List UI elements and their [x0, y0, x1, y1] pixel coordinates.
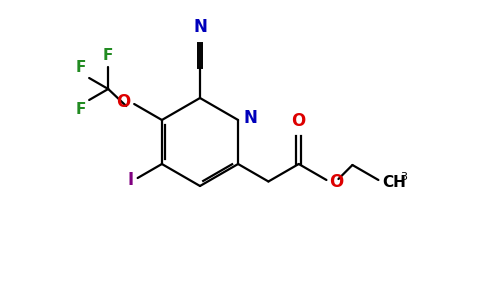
Text: O: O: [291, 112, 306, 130]
Text: I: I: [127, 171, 134, 189]
Text: O: O: [330, 173, 344, 191]
Text: F: F: [76, 102, 86, 117]
Text: O: O: [116, 93, 130, 111]
Text: 3: 3: [400, 172, 408, 182]
Text: N: N: [243, 109, 257, 127]
Text: F: F: [103, 48, 113, 63]
Text: F: F: [76, 60, 86, 75]
Text: CH: CH: [382, 175, 406, 190]
Text: N: N: [193, 18, 207, 36]
